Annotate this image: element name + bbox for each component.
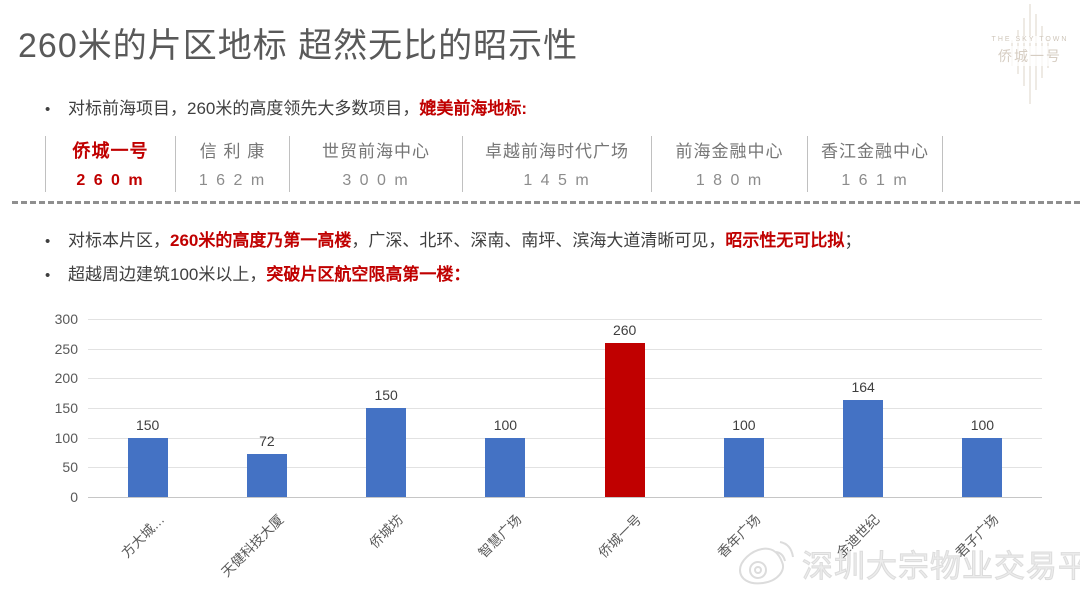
bar-8 [962,437,1003,497]
page-title: 260米的片区地标 超然无比的昭示性 [18,27,579,65]
building-name: 香江金融中心 [821,142,929,161]
comparison-item-5: 前海金融中心 1 8 0 m [651,136,807,192]
x-axis-category-label: 香年广场 [714,511,764,561]
bullet-text-highlight: 媲美前海地标: [419,99,528,118]
comparison-item-6: 香江金融中心 1 6 1 m [807,136,943,192]
sky-town-logo: THE SKY TOWN 侨城一号 [984,2,1076,108]
building-height: 1 8 0 m [695,172,764,189]
bullet-benchmark-qianhai: • 对标前海项目，260米的高度领先大多数项目，媲美前海地标: [45,94,527,119]
x-axis-category-label: 智慧广场 [476,511,525,561]
bullet-text-highlight: ： [453,265,471,284]
bar-1 [127,437,168,497]
y-axis-tick-label: 300 [54,311,78,327]
bar-3 [366,408,407,497]
comparison-item-4: 卓越前海时代广场 1 4 5 m [462,136,651,192]
y-axis-tick-label: 0 [70,489,78,505]
bullet-text-highlight: 突破片区航空限高第一楼 [266,265,454,284]
bar-value-label: 100 [970,416,995,433]
building-height-bar-chart: 0 50 100 150 200 250 300 150 方大城… 72 天健科技大厦 150 侨城坊 1… [0,305,1080,589]
x-axis-category-label: 侨城一号 [595,511,645,561]
y-axis-tick-label: 100 [54,429,78,446]
y-axis-tick-label: 200 [54,370,78,387]
building-name: 信 利 康 [199,142,266,161]
building-height: 1 6 1 m [841,172,909,189]
chart-gridline [88,408,1042,409]
bar-6 [723,437,764,497]
bar-7 [843,399,884,497]
y-axis-tick-label: 250 [54,340,78,357]
bar-value-label: 164 [851,378,875,395]
bar-value-label: 100 [732,416,756,433]
bar-value-label: 72 [259,433,275,450]
comparison-item-2: 信 利 康 1 6 2 m [175,136,289,192]
bullet-text: ； [844,231,862,250]
x-axis-category-label: 君子广场 [953,511,1002,561]
bullet-text: 对标前海项目，260米的高度领先大多数项目， [68,99,420,118]
bullet-dot: • [45,267,51,284]
logo-chinese-text: 侨城一号 [984,46,1076,66]
bullet-text-highlight: 260米的高度乃第一高楼 [170,231,352,250]
bar-highlighted-5 [604,342,645,497]
logo-english-text: THE SKY TOWN [984,36,1076,43]
bar-value-label: 150 [374,387,398,403]
bullet-text: 对标本片区， [68,231,170,250]
bullet-text: 超越周边建筑100米以上， [68,265,267,284]
bar-value-label: 260 [612,321,637,338]
bar-value-label: 150 [135,416,160,433]
x-axis-category-label: 金迪世纪 [833,511,883,561]
building-height: 1 4 5 m [523,172,591,189]
bullet-dot: • [45,233,51,250]
chart-gridline [88,348,1042,350]
chart-gridline [88,378,1042,380]
chart-gridline [88,437,1042,439]
building-name: 前海金融中心 [675,142,784,161]
bullet-text-highlight: 昭示性无可比拟 [725,231,845,250]
chart-gridline [88,467,1042,469]
y-axis-tick-label: 150 [54,400,78,416]
comparison-item-1: 侨城一号 2 6 0 m [45,136,175,192]
building-height: 2 6 0 m [76,172,145,189]
building-height: 3 0 0 m [342,172,410,189]
bullet-benchmark-district: • 对标本片区，260米的高度乃第一高楼，广深、北环、深南、南坪、滨海大道清晰可见… [45,226,861,251]
y-axis-tick-label: 50 [62,459,78,476]
building-name: 侨城一号 [72,141,149,161]
building-name: 卓越前海时代广场 [485,142,629,161]
height-comparison-strip: 侨城一号 2 6 0 m 信 利 康 1 6 2 m 世贸前海中心 3 0 0 m 卓越前海… [45,136,943,192]
building-height: 1 6 2 m [198,172,267,189]
bullet-dot: • [45,101,51,118]
chart-gridline [88,319,1042,320]
bar-2 [246,454,287,497]
bullet-text: ，广深、北环、深南、南坪、滨海大道清晰可见， [351,231,726,250]
bar-4 [485,437,526,497]
chart-gridline [88,497,1042,498]
comparison-item-3: 世贸前海中心 3 0 0 m [289,136,462,192]
bullet-height-limit: • 超越周边建筑100米以上，突破片区航空限高第一楼： [45,260,470,285]
building-name: 世贸前海中心 [322,142,430,161]
dashed-divider [12,201,1080,204]
x-axis-category-label: 侨城坊 [366,511,406,552]
bar-value-label: 100 [493,416,518,433]
x-axis-category-label: 天健科技大厦 [218,511,287,580]
x-axis-category-label: 方大城… [118,511,168,561]
